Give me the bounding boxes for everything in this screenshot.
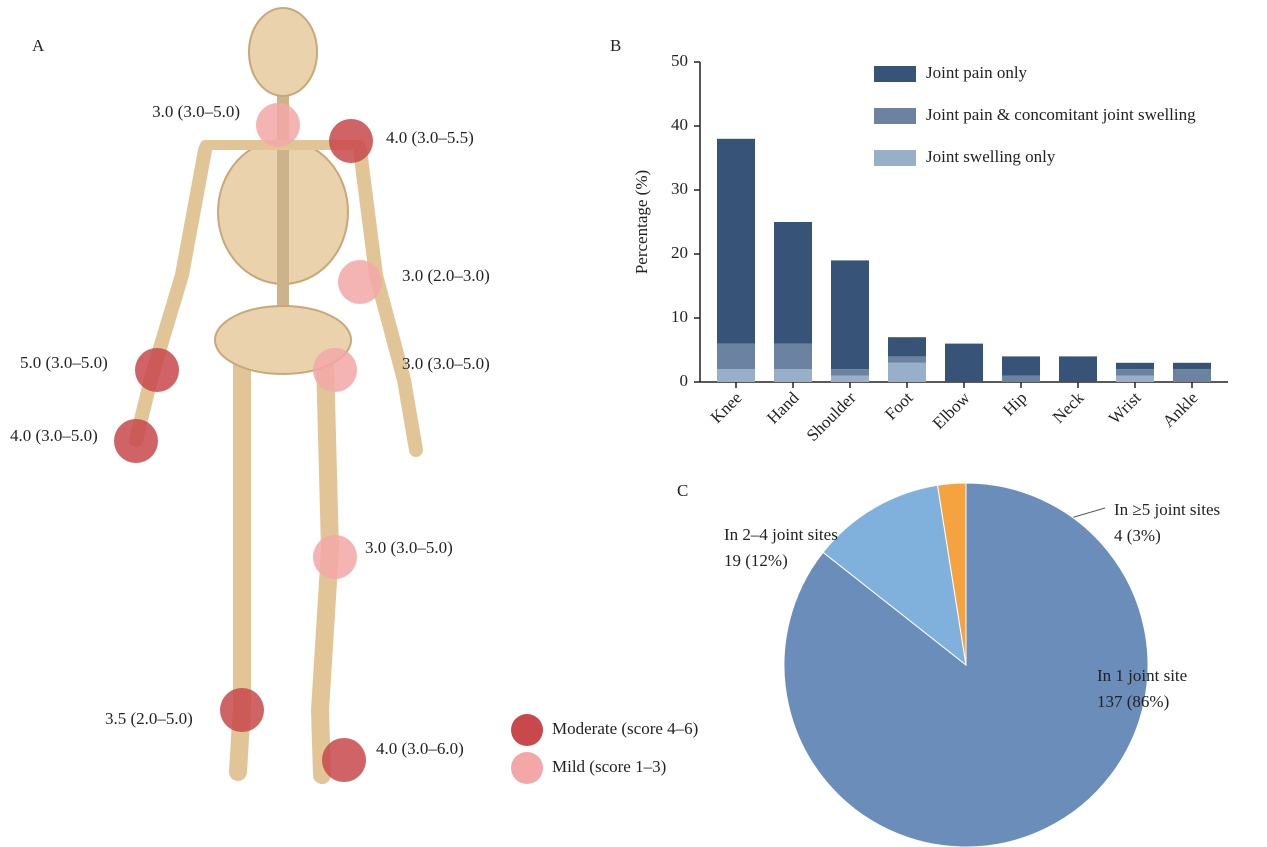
slice-label: In ≥5 joint sites — [1114, 500, 1220, 519]
bar-segment — [888, 337, 926, 356]
x-tick-label: Wrist — [1105, 388, 1145, 428]
bar-segment — [717, 369, 755, 382]
y-tick-label: 0 — [680, 371, 689, 390]
marker-label: 5.0 (3.0–5.0) — [20, 353, 108, 372]
bar-segment — [831, 260, 869, 369]
bar-segment — [831, 376, 869, 382]
legend-swatch — [874, 108, 916, 124]
x-tick-label: Knee — [707, 388, 746, 427]
bar-segment — [1173, 363, 1211, 369]
joint-marker — [114, 419, 158, 463]
legend-label: Mild (score 1–3) — [552, 757, 666, 776]
marker-label: 4.0 (3.0–5.5) — [386, 128, 474, 147]
x-tick-label: Elbow — [929, 388, 974, 433]
bar-segment — [1116, 363, 1154, 369]
bar-segment — [1059, 356, 1097, 382]
legend-label: Joint pain only — [926, 63, 1028, 82]
y-tick-label: 30 — [671, 179, 688, 198]
bar-segment — [717, 344, 755, 370]
slice-value-label: 137 (86%) — [1097, 692, 1169, 711]
slice-value-label: 19 (12%) — [724, 551, 788, 570]
bar-segment — [1116, 376, 1154, 382]
legend-label: Joint pain & concomitant joint swelling — [926, 105, 1196, 124]
joint-marker — [322, 738, 366, 782]
slice-label: In 2–4 joint sites — [724, 525, 838, 544]
marker-label: 4.0 (3.0–6.0) — [376, 739, 464, 758]
marker-label: 3.0 (3.0–5.0) — [402, 354, 490, 373]
bar-segment — [774, 369, 812, 382]
legend-swatch — [874, 66, 916, 82]
x-tick-label: Hand — [763, 388, 803, 428]
legend-label: Joint swelling only — [926, 147, 1056, 166]
y-axis-title: Percentage (%) — [632, 170, 651, 274]
legend-label: Moderate (score 4–6) — [552, 719, 698, 738]
bar-segment — [774, 222, 812, 344]
bar-segment — [1173, 369, 1211, 382]
bar-segment — [717, 139, 755, 344]
joint-marker — [256, 103, 300, 147]
marker-label: 3.5 (2.0–5.0) — [105, 709, 193, 728]
panel-label: B — [610, 36, 621, 55]
joint-marker — [220, 688, 264, 732]
joint-marker — [338, 260, 382, 304]
slice-label: In 1 joint site — [1097, 666, 1187, 685]
x-tick-label: Ankle — [1159, 388, 1202, 431]
y-tick-label: 20 — [671, 243, 688, 262]
bar-segment — [888, 356, 926, 362]
joint-marker — [329, 119, 373, 163]
legend-swatch — [874, 150, 916, 166]
joint-marker — [135, 348, 179, 392]
bar-segment — [774, 344, 812, 370]
marker-label: 3.0 (3.0–5.0) — [152, 102, 240, 121]
joint-marker — [313, 348, 357, 392]
x-tick-label: Shoulder — [803, 388, 860, 445]
panel-label: A — [32, 36, 45, 55]
bar-segment — [945, 344, 983, 382]
bar-segment — [888, 363, 926, 382]
panel-label: C — [677, 481, 688, 500]
y-tick-label: 50 — [671, 51, 688, 70]
bar-segment — [1002, 376, 1040, 382]
bar-segment — [1002, 356, 1040, 375]
legend-swatch — [511, 714, 543, 746]
y-tick-label: 40 — [671, 115, 688, 134]
joint-marker — [313, 535, 357, 579]
marker-label: 3.0 (2.0–3.0) — [402, 266, 490, 285]
marker-label: 4.0 (3.0–5.0) — [10, 426, 98, 445]
marker-label: 3.0 (3.0–5.0) — [365, 538, 453, 557]
slice-value-label: 4 (3%) — [1114, 526, 1161, 545]
x-tick-label: Foot — [881, 388, 917, 424]
x-tick-label: Hip — [999, 388, 1030, 419]
x-tick-label: Neck — [1049, 388, 1088, 427]
bar-segment — [831, 369, 869, 375]
y-tick-label: 10 — [671, 307, 688, 326]
legend-swatch — [511, 752, 543, 784]
figure: A B C 3.0 (3.0–5.0) 4.0 (3.0–5.5) 3.0 (2.0… — [0, 0, 1267, 847]
bar-segment — [1116, 369, 1154, 375]
